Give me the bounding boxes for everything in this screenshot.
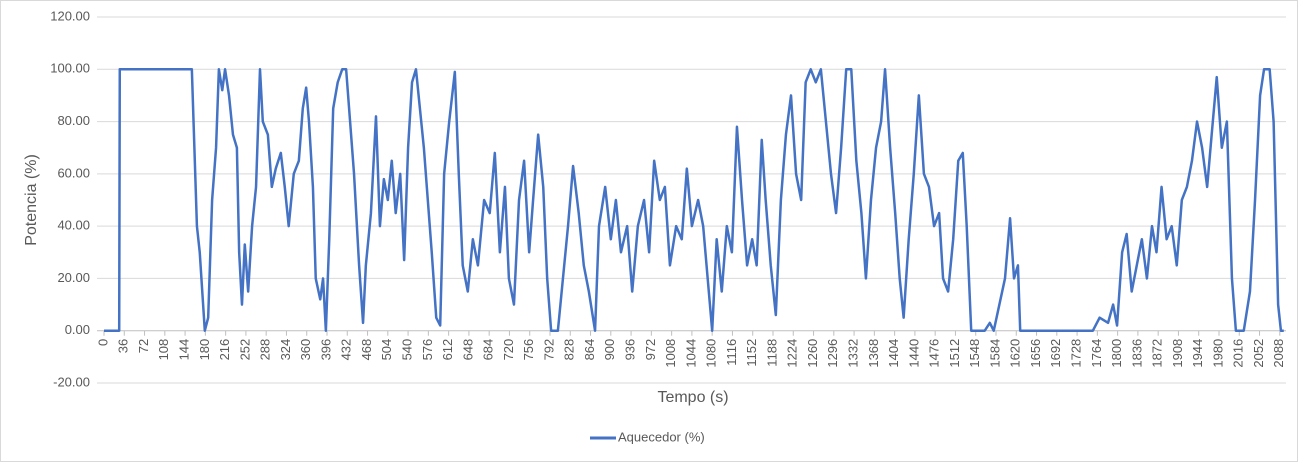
- x-tick-label: 720: [501, 339, 516, 361]
- x-tick-label: 1584: [987, 339, 1002, 368]
- series-line: [104, 68, 1284, 332]
- x-tick-label: 792: [541, 339, 556, 361]
- x-tick-label: 2088: [1271, 339, 1286, 368]
- x-tick-label: 288: [258, 339, 273, 361]
- x-tick-label: 1044: [683, 339, 698, 368]
- x-tick-label: 1512: [947, 339, 962, 368]
- x-tick-label: 396: [318, 339, 333, 361]
- x-tick-label: 1080: [704, 339, 719, 368]
- x-tick-label: 1980: [1210, 339, 1225, 368]
- y-tick-label: 20.00: [57, 270, 90, 285]
- legend-label: Aquecedor (%): [618, 429, 705, 444]
- y-tick-label: 80.00: [57, 113, 90, 128]
- x-tick-label: 144: [177, 339, 192, 361]
- x-tick-label: 1440: [906, 339, 921, 368]
- x-tick-label: 504: [379, 339, 394, 361]
- x-tick-label: 1152: [744, 339, 759, 367]
- x-tick-label: 612: [440, 339, 455, 361]
- x-tick-label: 1872: [1150, 339, 1165, 368]
- x-tick-label: 828: [562, 339, 577, 361]
- x-tick-label: 684: [481, 339, 496, 361]
- x-axis-label: Tempo (s): [657, 389, 728, 406]
- x-tick-label: 432: [339, 339, 354, 361]
- x-tick-label: 1224: [785, 339, 800, 368]
- x-tick-label: 972: [643, 339, 658, 361]
- x-tick-label: 648: [460, 339, 475, 361]
- y-tick-label: 100.00: [50, 61, 90, 76]
- y-tick-label: 40.00: [57, 218, 90, 233]
- x-tick-label: 2016: [1231, 339, 1246, 368]
- x-tick-label: 1404: [886, 339, 901, 368]
- x-tick-label: 216: [217, 339, 232, 361]
- x-tick-label: 1476: [927, 339, 942, 368]
- x-tick-label: 108: [156, 339, 171, 361]
- x-tick-label: 864: [582, 339, 597, 361]
- x-tick-label: 72: [136, 339, 151, 353]
- x-tick-label: 576: [420, 339, 435, 361]
- x-tick-label: 252: [237, 339, 252, 361]
- x-tick-label: 540: [400, 339, 415, 361]
- x-tick-label: 1296: [825, 339, 840, 368]
- x-tick-label: 1332: [846, 339, 861, 368]
- x-tick-label: 1800: [1109, 339, 1124, 368]
- x-tick-label: 468: [359, 339, 374, 361]
- x-tick-label: 1008: [663, 339, 678, 368]
- x-tick-label: 1188: [764, 339, 779, 367]
- x-tick-label: 900: [602, 339, 617, 361]
- y-tick-label: -20.00: [53, 374, 90, 389]
- y-tick-label: 120.00: [50, 8, 90, 23]
- x-tick-label: 1548: [967, 339, 982, 368]
- y-tick-label: 0.00: [65, 322, 90, 337]
- x-tick-label: 360: [298, 339, 313, 361]
- x-tick-label: 180: [197, 339, 212, 361]
- x-tick-label: 324: [278, 339, 293, 361]
- x-tick-label: 1728: [1069, 339, 1084, 368]
- y-tick-label: 60.00: [57, 165, 90, 180]
- x-tick-label: 1368: [866, 339, 881, 368]
- x-tick-label: 36: [116, 339, 131, 353]
- x-tick-label: 1764: [1089, 339, 1104, 368]
- x-tick-label: 1908: [1170, 339, 1185, 368]
- x-tick-label: 1260: [805, 339, 820, 368]
- x-tick-label: 1620: [1008, 339, 1023, 368]
- x-tick-label: 756: [521, 339, 536, 361]
- x-tick-label: 0: [95, 339, 110, 346]
- y-axis-label: Potencia (%): [23, 154, 40, 246]
- x-tick-label: 1692: [1048, 339, 1063, 368]
- x-tick-label: 1656: [1028, 339, 1043, 368]
- x-tick-label: 1944: [1190, 339, 1205, 368]
- x-tick-label: 1836: [1129, 339, 1144, 368]
- x-tick-label: 936: [623, 339, 638, 361]
- x-tick-label: 1116: [724, 339, 739, 366]
- x-tick-label: 2052: [1251, 339, 1266, 368]
